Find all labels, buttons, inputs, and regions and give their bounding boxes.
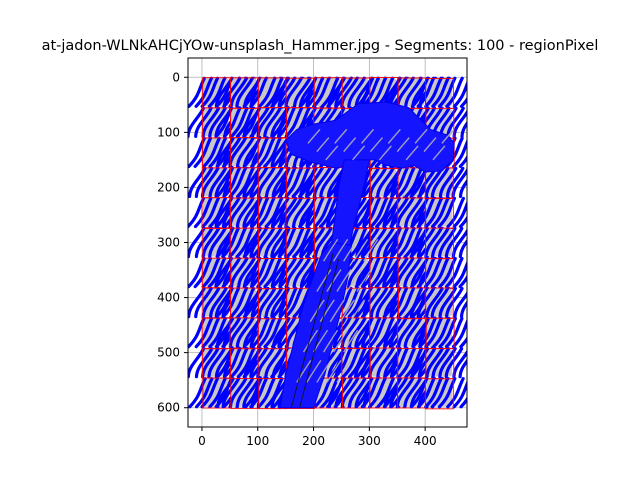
x-tick-label: 400 [414,434,437,448]
chart-title: at-jadon-WLNkAHCjYOw-unsplash_Hammer.jpg… [42,38,599,54]
segment-cell [411,106,467,139]
segment-cell [410,347,467,380]
y-tick-label: 300 [157,236,180,250]
hammer-handle [279,241,353,409]
segment-cell [409,286,467,319]
x-tick-label: 100 [246,434,269,448]
hammer-texture [290,128,455,408]
y-axis: 0 100 200 300 400 500 600 [157,70,188,415]
y-tick-label: 100 [157,125,180,139]
y-tick-label: 400 [157,291,180,305]
segment-cell [410,196,467,230]
segment-cell [411,317,467,349]
x-tick-label: 0 [198,434,206,448]
segment-cell [409,377,467,410]
y-tick-label: 200 [157,180,180,194]
y-tick-label: 0 [172,70,180,84]
segment-cell [410,166,467,199]
hammer-segment-overlay [279,101,455,409]
segment-cell [299,166,367,199]
x-axis: 0 100 200 300 400 [198,427,437,448]
hammer-head [285,101,455,173]
segment-cell [215,317,282,349]
segment-cell [410,256,467,290]
y-tick-label: 500 [157,346,180,360]
y-tick-label: 600 [157,401,180,415]
x-tick-label: 300 [358,434,381,448]
segment-cell [410,76,467,109]
x-tick-label: 200 [302,434,325,448]
